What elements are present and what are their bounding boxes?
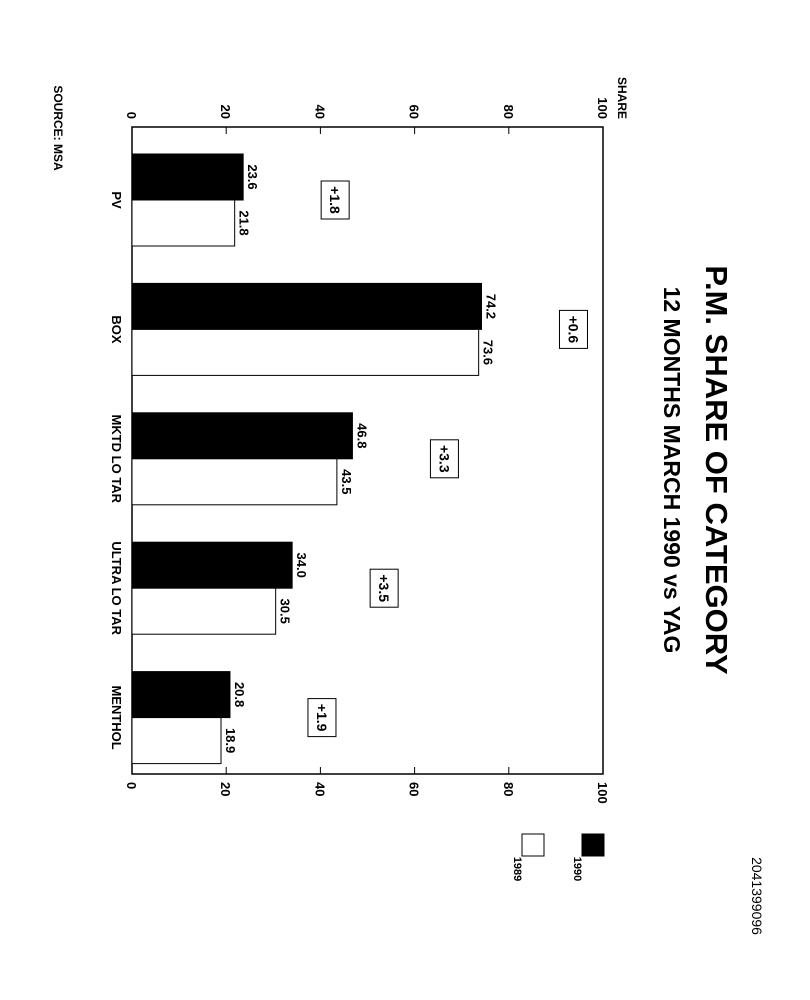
- bar-label-1990-1: 74.2: [483, 294, 498, 319]
- chart-subtitle: 12 MONTHS MARCH 1990 vs YAG: [659, 287, 685, 654]
- y-tick-label-left-1: 20: [218, 105, 233, 119]
- legend-swatch-1989: [521, 833, 545, 857]
- y-tick-label-right-5: 100: [595, 782, 610, 804]
- change-box-2: [429, 439, 459, 479]
- change-box-4: [307, 698, 337, 738]
- bar-label-1989-2: 43.5: [339, 469, 354, 494]
- change-box-3: [369, 568, 399, 608]
- change-label-4: +1.9: [314, 704, 330, 732]
- bar-1989-0: [131, 199, 236, 247]
- y-tick-label-right-4: 80: [501, 782, 516, 796]
- bar-1990-4: [131, 671, 231, 719]
- category-label-1: BOX: [109, 315, 124, 344]
- category-label-3: ULTRA LO TAR: [109, 541, 124, 635]
- y-tick-label-left-0: 0: [124, 112, 139, 119]
- legend-swatch-1990: [581, 833, 605, 857]
- change-label-3: +3.5: [376, 574, 392, 602]
- bar-label-1990-0: 23.6: [245, 164, 260, 189]
- y-tick-label-left-3: 60: [407, 105, 422, 119]
- legend-label-1990: 1990: [571, 857, 583, 881]
- category-label-2: MKTD LO TAR: [109, 415, 124, 504]
- change-box-1: [558, 309, 588, 349]
- chart-title: P.M. SHARE OF CATEGORY: [699, 265, 734, 675]
- bar-label-1989-4: 18.9: [223, 728, 238, 753]
- bar-1990-2: [131, 412, 353, 460]
- category-label-0: PV: [109, 191, 124, 209]
- bar-label-1990-2: 46.8: [354, 423, 369, 448]
- bar-1989-4: [131, 717, 222, 765]
- bar-1990-3: [131, 541, 293, 589]
- bar-1990-0: [131, 153, 244, 201]
- y-tick-label-left-5: 100: [595, 97, 610, 119]
- y-tick-label-right-0: 0: [124, 782, 139, 789]
- y-tick-label-right-2: 40: [312, 782, 327, 796]
- bar-label-1990-3: 34.0: [294, 553, 309, 578]
- source-note: SOURCE: MSA: [51, 85, 65, 171]
- change-label-2: +3.3: [436, 445, 452, 473]
- doc-id: 2041399096: [749, 857, 765, 935]
- y-tick-label-left-4: 80: [501, 105, 516, 119]
- legend-label-1989: 1989: [511, 857, 523, 881]
- y-axis-label: SHARE: [615, 77, 629, 119]
- bar-1989-2: [131, 458, 338, 506]
- y-tick-label-left-2: 40: [312, 105, 327, 119]
- change-label-1: +0.6: [565, 316, 581, 344]
- y-tick-label-right-3: 60: [407, 782, 422, 796]
- bar-1989-3: [131, 587, 277, 635]
- bar-1990-1: [131, 282, 482, 330]
- bar-1989-1: [131, 328, 480, 376]
- bar-label-1989-3: 30.5: [278, 599, 293, 624]
- change-label-0: +1.8: [327, 186, 343, 214]
- change-box-0: [320, 180, 350, 220]
- y-tick-label-right-1: 20: [218, 782, 233, 796]
- bar-label-1990-4: 20.8: [232, 682, 247, 707]
- bar-label-1989-0: 21.8: [237, 210, 252, 235]
- category-label-4: MENTHOL: [109, 685, 124, 749]
- bar-label-1989-1: 73.6: [481, 340, 496, 365]
